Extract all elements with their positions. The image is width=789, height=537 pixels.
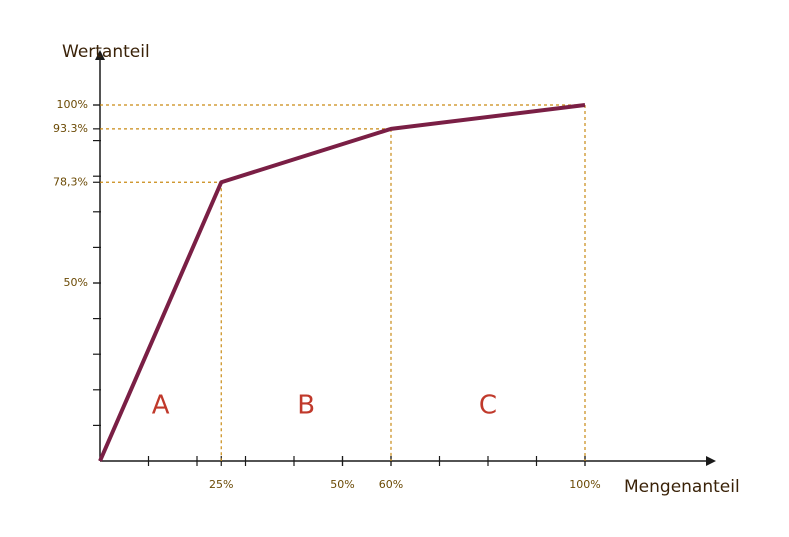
x-tick-label: 100% (569, 478, 600, 491)
y-axis-label: Wertanteil (62, 42, 150, 62)
x-tick-label: 25% (209, 478, 233, 491)
y-axis-arrow (95, 50, 105, 60)
region-label: A (152, 391, 170, 421)
region-label: B (297, 391, 315, 421)
y-tick-label: 78,3% (53, 175, 88, 188)
x-tick-label: 50% (330, 478, 354, 491)
data-line (98, 103, 586, 462)
y-tick-label: 100% (57, 98, 88, 111)
x-tick-label: 60% (379, 478, 403, 491)
region-label: C (479, 391, 497, 421)
x-axis-label: Mengenanteil (624, 477, 740, 497)
y-tick-label: 93.3% (53, 122, 88, 135)
x-axis-arrow (706, 456, 716, 466)
y-tick-label: 50% (64, 276, 88, 289)
